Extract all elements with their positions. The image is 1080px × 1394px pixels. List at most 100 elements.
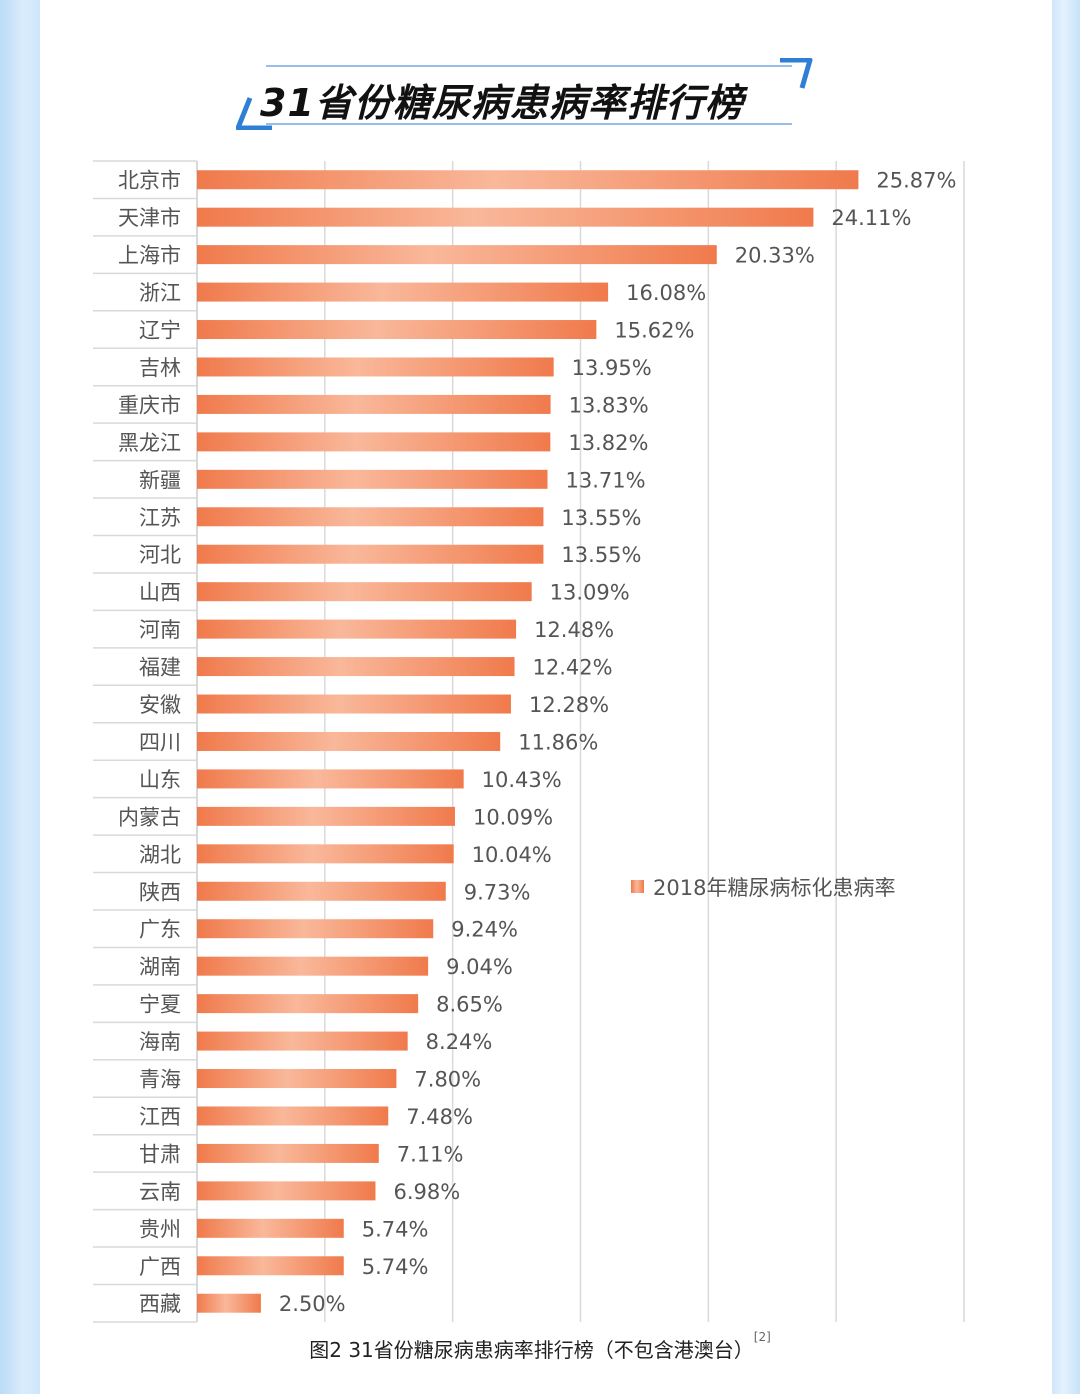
caption-reference: [2] [753, 1330, 771, 1344]
data-label: 5.74% [362, 1217, 429, 1241]
page-title: 31省份糖尿病患病率排行榜 [260, 81, 744, 125]
data-label: 13.55% [561, 543, 641, 567]
category-label: 宁夏 [139, 993, 181, 1017]
category-label: 福建 [139, 656, 181, 680]
data-label: 6.98% [393, 1180, 460, 1204]
category-label: 江苏 [139, 506, 181, 530]
bar [197, 1256, 344, 1276]
legend-label: 2018年糖尿病标化患病率 [653, 876, 895, 900]
category-label: 湖北 [139, 843, 181, 867]
data-label: 7.48% [406, 1105, 473, 1129]
data-label: 2.50% [279, 1292, 346, 1316]
title-bracket-decoration [236, 58, 813, 130]
data-label: 13.71% [566, 468, 646, 492]
category-label: 内蒙古 [118, 805, 181, 829]
category-label: 西藏 [139, 1292, 181, 1316]
bar [197, 207, 814, 227]
category-label: 黑龙江 [118, 431, 181, 455]
category-label: 甘肃 [139, 1142, 181, 1166]
bar [197, 731, 501, 751]
data-label: 5.74% [362, 1255, 429, 1279]
bar [197, 657, 515, 677]
bar [197, 881, 446, 901]
bar [197, 170, 859, 190]
category-label: 天津市 [118, 206, 181, 230]
category-label: 重庆市 [118, 393, 181, 417]
bar [197, 1143, 379, 1163]
data-label: 8.65% [436, 993, 503, 1017]
category-label: 安徽 [139, 693, 181, 717]
bar [197, 956, 429, 976]
title-banner: 31省份糖尿病患病率排行榜 [236, 58, 816, 130]
data-label: 10.43% [482, 768, 562, 792]
category-label: 江西 [139, 1105, 181, 1129]
bar [197, 806, 455, 826]
data-label: 12.28% [529, 693, 609, 717]
bar [197, 1106, 389, 1126]
category-label: 河北 [139, 543, 181, 567]
category-label: 新疆 [139, 468, 181, 492]
data-label: 9.04% [446, 955, 513, 979]
bar [197, 469, 548, 489]
bar [197, 544, 544, 564]
data-label: 7.11% [397, 1142, 464, 1166]
category-label: 四川 [139, 730, 181, 754]
category-label: 北京市 [118, 169, 181, 193]
bars: 25.87% 24.11% 20.33% 16.08% 15.62% 13.95% 13.8… [197, 169, 956, 1316]
bar [197, 694, 511, 714]
category-label: 海南 [139, 1030, 181, 1054]
bar [197, 282, 609, 302]
data-label: 9.73% [464, 880, 531, 904]
bar [197, 1181, 376, 1201]
bar [197, 619, 517, 639]
data-label: 20.33% [735, 244, 815, 268]
data-label: 13.09% [550, 581, 630, 605]
category-label: 云南 [139, 1180, 181, 1204]
legend: 2018年糖尿病标化患病率 [631, 876, 895, 900]
data-label: 16.08% [626, 281, 706, 305]
legend-swatch [631, 880, 644, 893]
category-label: 广西 [139, 1255, 181, 1279]
bar [197, 1031, 408, 1051]
data-label: 13.95% [572, 356, 652, 380]
category-label: 湖南 [139, 955, 181, 979]
category-label: 山西 [139, 581, 181, 605]
category-label: 吉林 [139, 356, 181, 380]
bar [197, 582, 532, 602]
bar [197, 994, 419, 1014]
category-label: 贵州 [139, 1217, 181, 1241]
bar [197, 1293, 261, 1313]
bar [197, 1069, 397, 1089]
category-label: 河南 [139, 618, 181, 642]
caption-text: 图2 31省份糖尿病患病率排行榜（不包含港澳台） [309, 1338, 754, 1362]
figure-caption: 图2 31省份糖尿病患病率排行榜（不包含港澳台）[2] [0, 1330, 1080, 1363]
bar [197, 357, 554, 377]
data-label: 24.11% [831, 206, 911, 230]
bar [197, 432, 551, 452]
data-label: 12.48% [534, 618, 614, 642]
bar [197, 919, 434, 939]
data-label: 25.87% [876, 169, 956, 193]
bar [197, 394, 551, 414]
data-label: 13.83% [569, 393, 649, 417]
category-label: 青海 [139, 1068, 181, 1092]
data-label: 8.24% [426, 1030, 493, 1054]
bar [197, 844, 454, 864]
bar [197, 769, 464, 789]
data-label: 7.80% [414, 1068, 481, 1092]
category-label: 山东 [139, 768, 181, 792]
data-label: 13.55% [561, 506, 641, 530]
category-label: 广东 [139, 918, 181, 942]
category-label: 陕西 [139, 880, 181, 904]
data-label: 15.62% [614, 319, 694, 343]
bar [197, 245, 717, 265]
data-label: 10.04% [472, 843, 552, 867]
data-label: 10.09% [473, 805, 553, 829]
bar [197, 1218, 344, 1238]
bar [197, 507, 544, 527]
data-label: 9.24% [451, 918, 518, 942]
left-frame [0, 0, 40, 1394]
data-label: 12.42% [533, 656, 613, 680]
bar [197, 320, 597, 340]
